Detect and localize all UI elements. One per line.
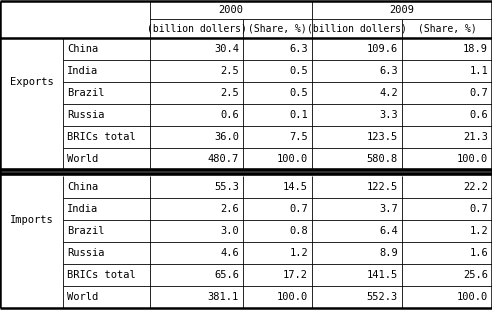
- Text: 0.6: 0.6: [220, 110, 239, 120]
- Text: 122.5: 122.5: [367, 182, 398, 192]
- Text: 6.3: 6.3: [379, 66, 398, 76]
- Text: 0.7: 0.7: [289, 204, 308, 214]
- Text: 8.9: 8.9: [379, 248, 398, 258]
- Text: India: India: [67, 204, 98, 214]
- Text: 25.6: 25.6: [463, 270, 488, 280]
- Text: 2.6: 2.6: [220, 204, 239, 214]
- Text: 0.5: 0.5: [289, 88, 308, 98]
- Text: 36.0: 36.0: [214, 132, 239, 142]
- Text: Russia: Russia: [67, 110, 104, 120]
- Text: 0.7: 0.7: [469, 88, 488, 98]
- Text: 14.5: 14.5: [283, 182, 308, 192]
- Text: World: World: [67, 292, 98, 302]
- Text: (billion dollers): (billion dollers): [307, 24, 407, 33]
- Text: India: India: [67, 66, 98, 76]
- Text: 18.9: 18.9: [463, 44, 488, 54]
- Text: 100.0: 100.0: [457, 154, 488, 164]
- Text: 1.2: 1.2: [289, 248, 308, 258]
- Text: 22.2: 22.2: [463, 182, 488, 192]
- Text: 2009: 2009: [390, 5, 414, 15]
- Text: 21.3: 21.3: [463, 132, 488, 142]
- Text: 0.6: 0.6: [469, 110, 488, 120]
- Text: 0.7: 0.7: [469, 204, 488, 214]
- Text: (Share, %): (Share, %): [248, 24, 307, 33]
- Text: 65.6: 65.6: [214, 270, 239, 280]
- Text: 4.6: 4.6: [220, 248, 239, 258]
- Text: BRICs total: BRICs total: [67, 270, 136, 280]
- Text: 2.5: 2.5: [220, 66, 239, 76]
- Text: 4.2: 4.2: [379, 88, 398, 98]
- Text: 1.6: 1.6: [469, 248, 488, 258]
- Text: Russia: Russia: [67, 248, 104, 258]
- Text: 2.5: 2.5: [220, 88, 239, 98]
- Text: 552.3: 552.3: [367, 292, 398, 302]
- Text: 100.0: 100.0: [457, 292, 488, 302]
- Text: (Share, %): (Share, %): [418, 24, 476, 33]
- Text: 480.7: 480.7: [208, 154, 239, 164]
- Text: 3.7: 3.7: [379, 204, 398, 214]
- Text: 6.3: 6.3: [289, 44, 308, 54]
- Text: 123.5: 123.5: [367, 132, 398, 142]
- Text: 580.8: 580.8: [367, 154, 398, 164]
- Text: Brazil: Brazil: [67, 226, 104, 236]
- Text: 30.4: 30.4: [214, 44, 239, 54]
- Text: World: World: [67, 154, 98, 164]
- Text: China: China: [67, 44, 98, 54]
- Text: 2000: 2000: [218, 5, 244, 15]
- Text: 3.3: 3.3: [379, 110, 398, 120]
- Text: 55.3: 55.3: [214, 182, 239, 192]
- Text: Exports: Exports: [10, 77, 53, 87]
- Text: 100.0: 100.0: [277, 292, 308, 302]
- Text: 100.0: 100.0: [277, 154, 308, 164]
- Text: 0.1: 0.1: [289, 110, 308, 120]
- Text: BRICs total: BRICs total: [67, 132, 136, 142]
- Text: 1.2: 1.2: [469, 226, 488, 236]
- Text: 141.5: 141.5: [367, 270, 398, 280]
- Text: China: China: [67, 182, 98, 192]
- Text: (billion dollers): (billion dollers): [147, 24, 246, 33]
- Text: 6.4: 6.4: [379, 226, 398, 236]
- Text: 381.1: 381.1: [208, 292, 239, 302]
- Text: 0.5: 0.5: [289, 66, 308, 76]
- Text: Brazil: Brazil: [67, 88, 104, 98]
- Text: 109.6: 109.6: [367, 44, 398, 54]
- Text: 7.5: 7.5: [289, 132, 308, 142]
- Text: 0.8: 0.8: [289, 226, 308, 236]
- Text: Imports: Imports: [10, 215, 53, 225]
- Text: 1.1: 1.1: [469, 66, 488, 76]
- Text: 3.0: 3.0: [220, 226, 239, 236]
- Text: 17.2: 17.2: [283, 270, 308, 280]
